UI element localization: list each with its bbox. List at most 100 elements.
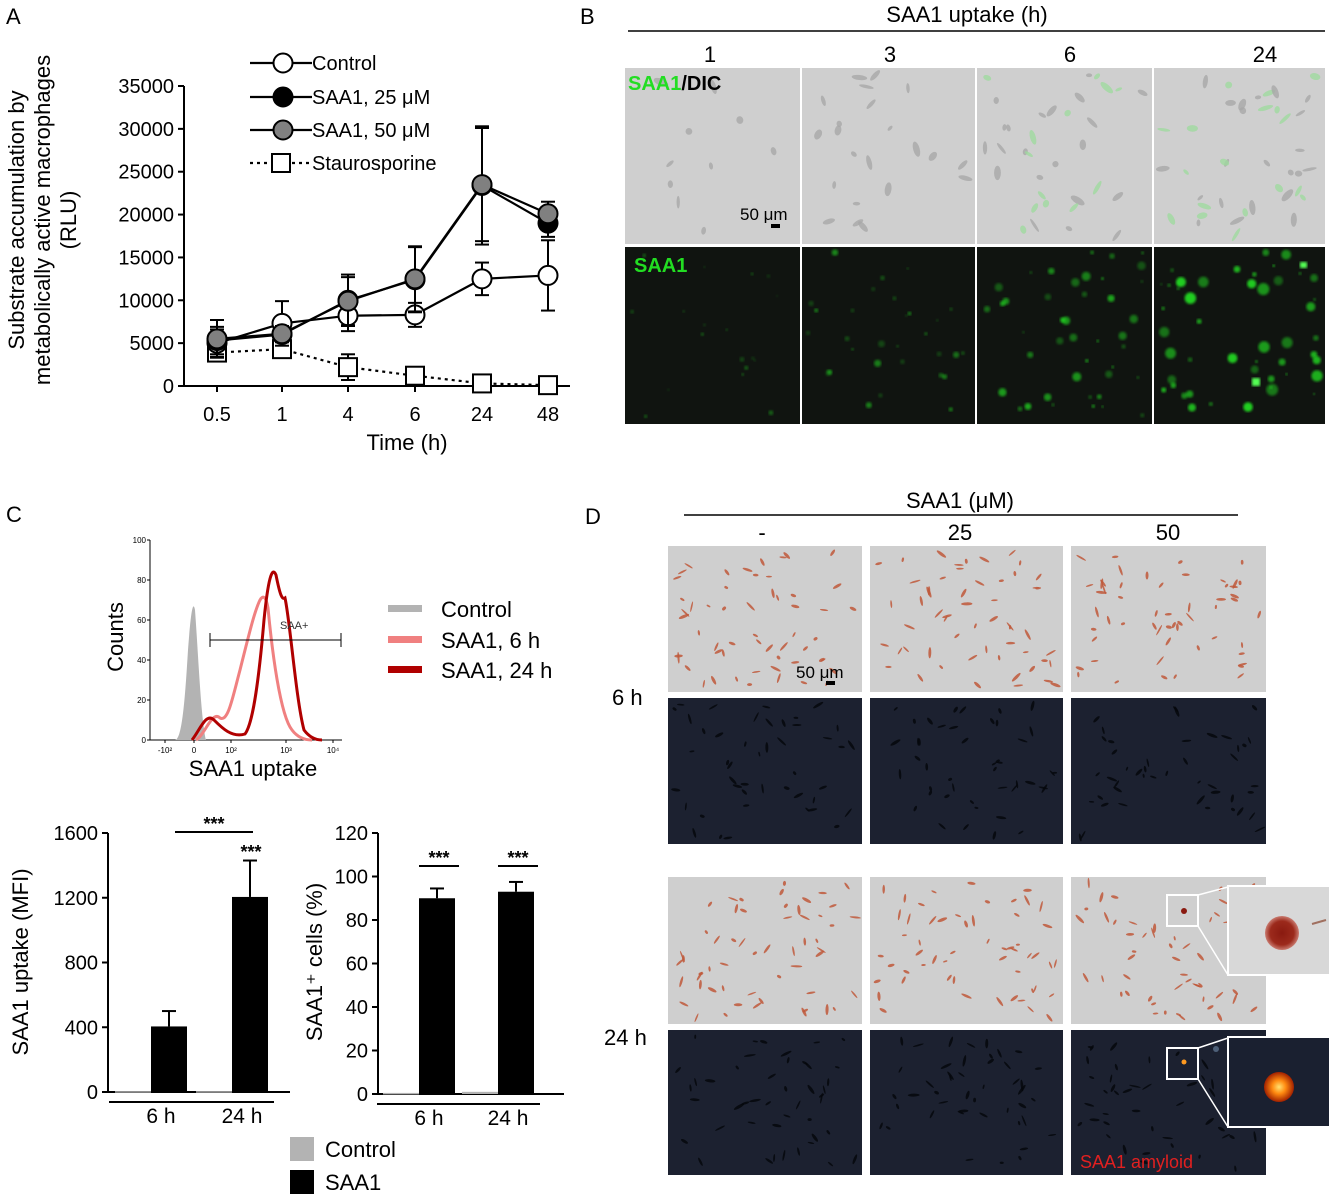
panel-b-col-24: 24 [1253, 42, 1277, 67]
green-cell [1187, 403, 1196, 412]
cell [982, 1084, 985, 1090]
green-cell [942, 374, 948, 380]
cell [1129, 1084, 1141, 1088]
cell [1205, 1117, 1214, 1125]
cell [832, 583, 842, 589]
cell [1070, 195, 1085, 206]
cell [1225, 100, 1236, 106]
cell [890, 600, 893, 608]
cell [1161, 675, 1168, 680]
cell [1202, 996, 1205, 1003]
green-cell [1181, 392, 1188, 399]
cell [1281, 189, 1294, 202]
cell [934, 609, 943, 618]
cell [791, 661, 800, 664]
cell [1032, 586, 1040, 589]
cell [929, 1110, 935, 1119]
cell [1232, 989, 1239, 995]
cell [974, 580, 985, 586]
green-cell [948, 407, 953, 412]
cell [713, 935, 720, 944]
cell [912, 718, 916, 724]
cell [1048, 993, 1055, 998]
cell [741, 789, 748, 795]
green-cell [1069, 333, 1078, 342]
flow-legend-swatch [388, 666, 422, 673]
cell [1238, 98, 1247, 111]
green-cell [1281, 337, 1293, 349]
cell [704, 930, 708, 934]
green-cell [805, 330, 811, 336]
a-y-tick-label: 5000 [130, 333, 175, 355]
flow-y-tick-label: 40 [137, 656, 146, 665]
cell [1100, 579, 1106, 587]
cell [707, 901, 713, 907]
cell [914, 755, 921, 761]
cell [723, 1012, 728, 1017]
cell [653, 77, 669, 87]
cell [797, 904, 801, 916]
flow-x-tick-label: 10³ [280, 746, 292, 755]
cell [1230, 597, 1239, 602]
cell [955, 914, 962, 918]
cell [884, 182, 892, 197]
cell [1042, 923, 1053, 929]
a-marker-circle [271, 323, 293, 345]
bar-legend-swatch [290, 1137, 314, 1161]
cell [742, 804, 750, 807]
cell [950, 950, 956, 955]
cell [781, 719, 786, 727]
cell [733, 1103, 745, 1110]
bar [383, 1092, 419, 1095]
cell [1053, 959, 1057, 968]
cell [1020, 1079, 1024, 1092]
cell [887, 125, 893, 131]
cell [1010, 995, 1019, 1002]
green-cell [878, 340, 885, 348]
cell [879, 1122, 883, 1130]
cell [765, 644, 773, 652]
green-cell [1300, 262, 1307, 268]
cell [887, 963, 895, 968]
cell [989, 616, 998, 622]
cell [701, 728, 706, 735]
cell [706, 604, 711, 608]
green-cell [1091, 404, 1096, 408]
green-cell [1022, 330, 1025, 334]
green-cell [1272, 264, 1276, 268]
green-cell [1100, 277, 1104, 281]
cell [1253, 1131, 1257, 1143]
cell [1229, 585, 1239, 588]
cell [722, 606, 727, 611]
a-y-tick-label: 0 [163, 376, 174, 398]
cell [822, 218, 835, 225]
green-cell [1313, 335, 1319, 341]
darkfield-image [668, 1030, 862, 1175]
panel-b-scalebar-label: 50 μm [740, 205, 788, 224]
cell [1186, 612, 1194, 622]
cell [1086, 1056, 1089, 1065]
cell [1230, 794, 1234, 803]
cell [1114, 680, 1119, 684]
cell [1113, 786, 1122, 793]
cell [879, 1008, 887, 1013]
cell [1093, 716, 1100, 723]
green-cell [1198, 276, 1209, 288]
cell [1229, 1135, 1235, 1140]
cell [1020, 225, 1027, 234]
bar-y-tick-label: 100 [335, 867, 368, 889]
cell [698, 1157, 703, 1166]
brightfield-image [870, 877, 1063, 1024]
cell [1006, 124, 1011, 132]
cell [800, 681, 808, 685]
green-cell [949, 307, 953, 311]
a-series-line [216, 183, 549, 340]
cell [949, 1074, 952, 1081]
cell [765, 742, 769, 753]
cell [1163, 1010, 1167, 1015]
fluorescence-image [625, 247, 800, 424]
a-marker-circle [404, 268, 426, 290]
cell [1152, 622, 1157, 630]
cell [1039, 900, 1043, 913]
cell [1029, 726, 1034, 737]
